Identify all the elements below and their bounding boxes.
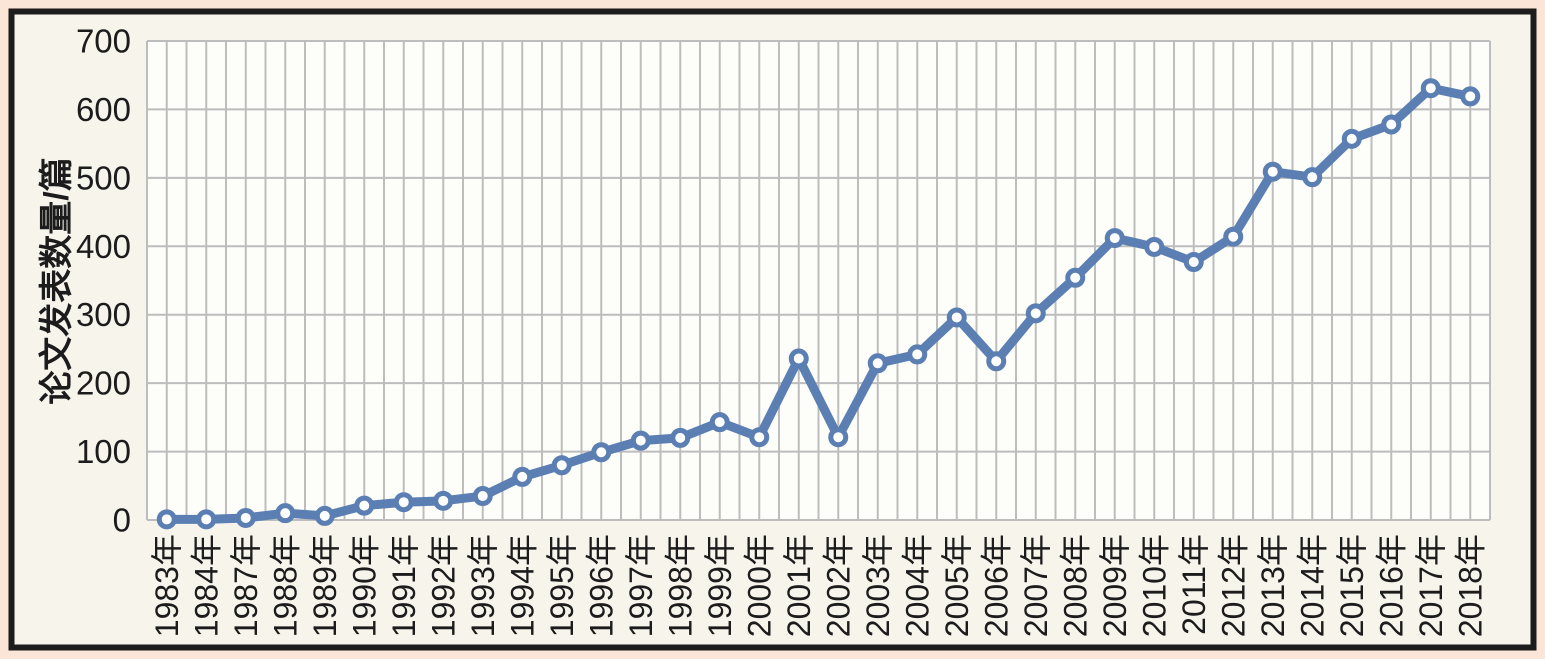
- data-point-marker: [1262, 161, 1283, 182]
- x-axis-tick-label: 2005年: [939, 534, 975, 637]
- data-point-marker: [591, 442, 612, 463]
- y-axis-tick-labels: 0 100 200 300 400 500 600 700: [76, 23, 131, 539]
- x-axis-tick-label: 2011年: [1176, 534, 1212, 635]
- data-point-marker: [788, 348, 809, 369]
- data-point-marker: [709, 412, 730, 433]
- data-point-marker: [1223, 226, 1244, 247]
- data-point-marker: [393, 492, 414, 513]
- data-point-marker: [156, 509, 177, 530]
- data-point-marker: [749, 427, 770, 448]
- x-axis-tick-label: 1990年: [346, 534, 382, 637]
- data-series: [162, 83, 1475, 524]
- y-axis-tick-label: 0: [113, 502, 131, 539]
- x-axis-tick-label: 2004年: [899, 534, 935, 637]
- y-axis-tick-label: 500: [76, 159, 131, 196]
- x-axis-tick-label: 2009年: [1097, 534, 1133, 637]
- horizontal-gridlines: [147, 40, 1490, 521]
- x-axis-tick-label: 1987年: [228, 534, 264, 637]
- data-point-marker: [354, 495, 375, 516]
- data-point-marker: [433, 490, 454, 511]
- data-point-marker: [1104, 228, 1125, 249]
- x-axis-tick-label: 2000年: [741, 534, 777, 637]
- y-axis-tick-label: 100: [76, 433, 131, 470]
- x-axis-tick-label: 2017年: [1413, 534, 1449, 637]
- data-point-marker: [1302, 167, 1323, 188]
- x-axis-tick-label: 1988年: [267, 534, 303, 637]
- x-axis-tick-label: 2001年: [781, 534, 817, 637]
- x-axis-tick-labels: 1983年 1984年 1987年 1988年 1989年 1990年 1991年 1992年…: [149, 534, 1489, 637]
- x-axis-tick-label: 1993年: [465, 534, 501, 637]
- x-axis-tick-label: 2008年: [1057, 534, 1093, 637]
- data-point-marker: [1381, 114, 1402, 135]
- data-point-marker: [1183, 252, 1204, 273]
- data-point-marker: [1025, 303, 1046, 324]
- x-axis-tick-label: 2010年: [1136, 534, 1172, 637]
- y-axis-tick-label: 700: [76, 23, 131, 60]
- data-point-marker: [828, 427, 849, 448]
- y-axis-tick-label: 300: [76, 296, 131, 333]
- y-axis-tick-label: 600: [76, 91, 131, 128]
- x-axis-tick-label: 2012年: [1215, 534, 1251, 637]
- x-axis-tick-label: 1991年: [386, 534, 422, 637]
- data-point-marker: [472, 486, 493, 507]
- x-axis-tick-label: 2014年: [1294, 534, 1330, 637]
- data-point-marker: [275, 503, 296, 524]
- data-point-marker: [551, 455, 572, 476]
- x-axis-tick-label: 1983年: [149, 534, 185, 637]
- y-axis-tick-label: 400: [76, 228, 131, 265]
- x-axis-tick-label: 2013年: [1255, 534, 1291, 637]
- x-axis-tick-label: 2016年: [1373, 534, 1409, 637]
- x-axis-tick-label: 1989年: [307, 534, 343, 637]
- x-axis-tick-label: 2002年: [820, 534, 856, 637]
- data-point-marker: [986, 351, 1007, 372]
- series-line: [162, 83, 1475, 524]
- data-point-marker: [235, 507, 256, 528]
- data-point-marker: [196, 509, 217, 530]
- data-point-marker: [907, 344, 928, 365]
- x-axis-tick-label: 2003年: [860, 534, 896, 637]
- data-point-marker: [314, 505, 335, 526]
- vertical-gridlines: [146, 41, 1491, 520]
- data-point-marker: [1460, 86, 1481, 107]
- x-axis-tick-label: 1984年: [188, 534, 224, 637]
- data-point-marker: [630, 430, 651, 451]
- y-axis-tick-label: 200: [76, 365, 131, 402]
- y-axis-title: 论文发表数量/篇: [38, 157, 76, 404]
- data-point-marker: [867, 353, 888, 374]
- x-axis-tick-label: 1997年: [623, 534, 659, 637]
- x-axis-tick-label: 1992年: [425, 534, 461, 637]
- data-point-marker: [512, 466, 533, 487]
- data-point-marker: [670, 427, 691, 448]
- x-axis-tick-label: 2007年: [1018, 534, 1054, 637]
- data-point-marker: [946, 307, 967, 328]
- x-axis-tick-label: 1994年: [504, 534, 540, 637]
- data-point-marker: [1065, 267, 1086, 288]
- data-point-marker: [1420, 78, 1441, 99]
- x-axis-tick-label: 1998年: [662, 534, 698, 637]
- x-axis-tick-label: 1995年: [544, 534, 580, 637]
- x-axis-tick-label: 1999年: [702, 534, 738, 637]
- x-axis-tick-label: 2006年: [978, 534, 1014, 637]
- x-axis-tick-label: 1996年: [583, 534, 619, 637]
- data-point-marker: [1144, 236, 1165, 257]
- data-point-markers: [156, 78, 1481, 530]
- data-point-marker: [1341, 128, 1362, 149]
- x-axis-tick-label: 2018年: [1452, 534, 1488, 637]
- x-axis-tick-label: 2015年: [1334, 534, 1370, 637]
